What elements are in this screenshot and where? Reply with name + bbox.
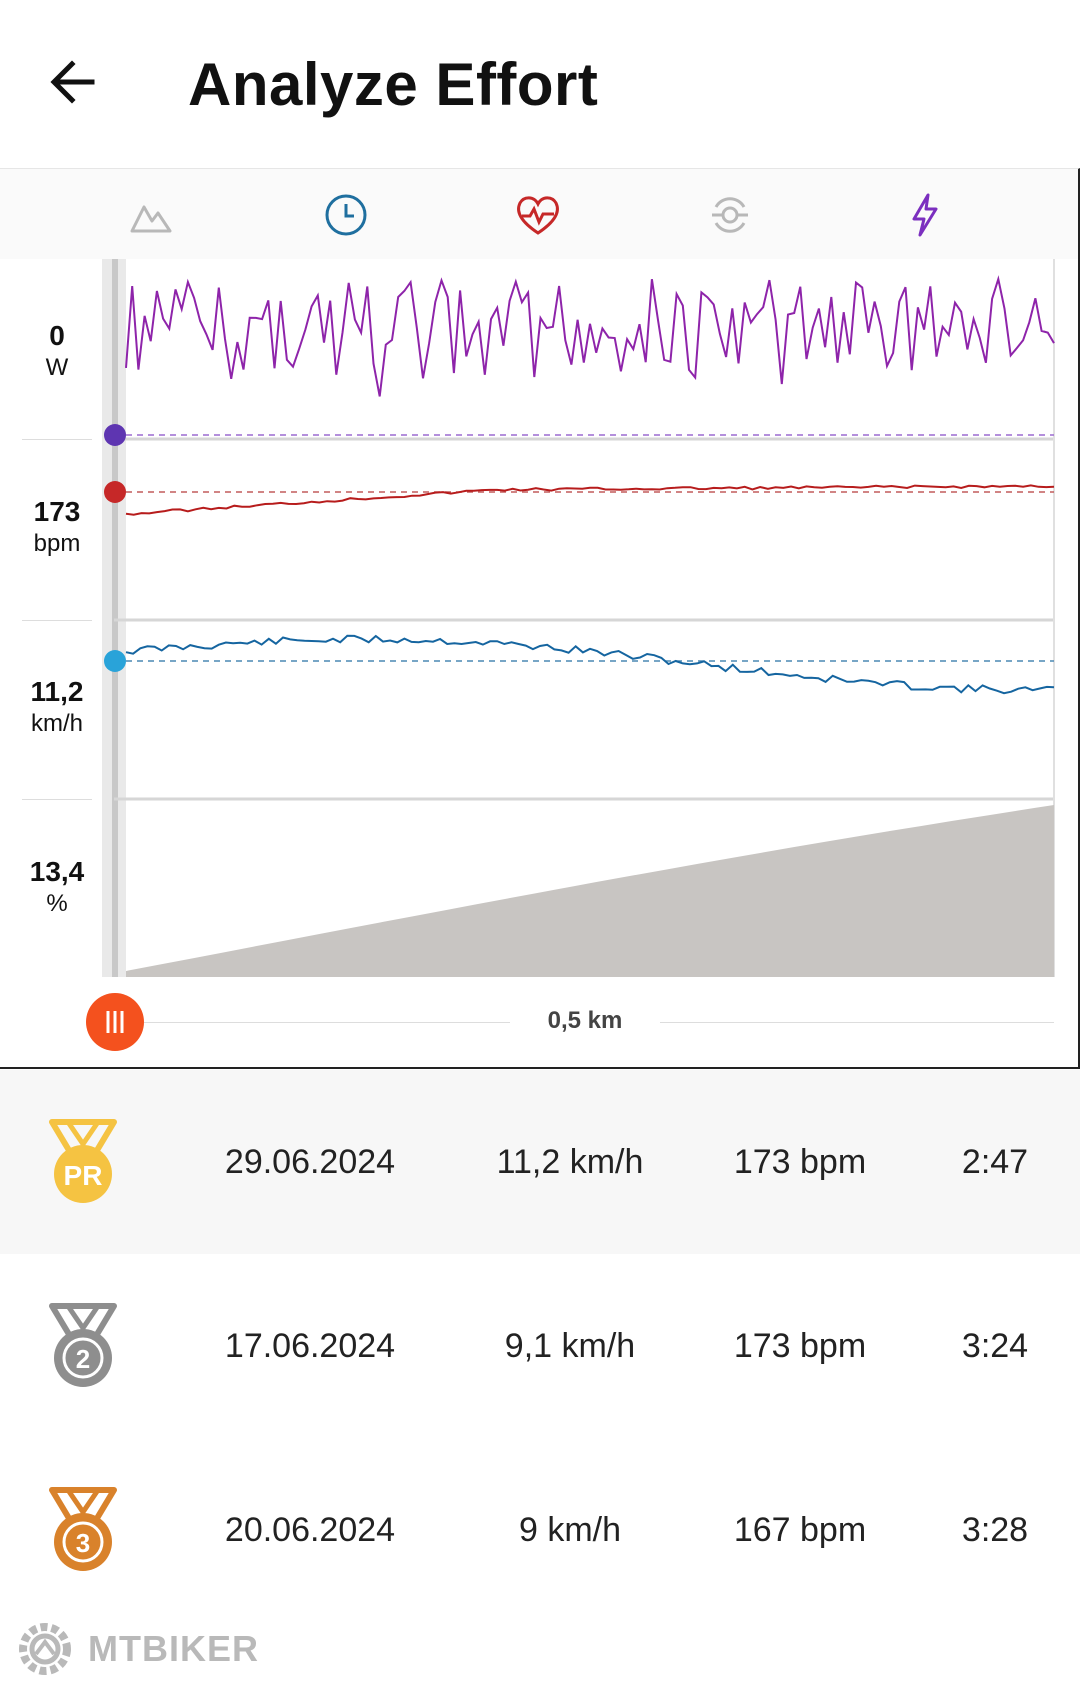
heart-rate-series-line bbox=[125, 484, 1055, 516]
scrub-track-right bbox=[660, 1022, 1054, 1023]
distance-label: 0,5 km bbox=[547, 1007, 623, 1034]
gradient-value: 13,4 bbox=[29, 856, 85, 887]
lightning-icon bbox=[912, 193, 938, 237]
effort-date: 17.06.2024 bbox=[224, 1327, 396, 1365]
tab-heart-rate[interactable] bbox=[510, 187, 566, 243]
watermark-text: MTBIKER bbox=[88, 1628, 259, 1669]
heart-rate-icon bbox=[517, 196, 559, 235]
scrub-track-left bbox=[144, 1022, 510, 1023]
tab-power[interactable] bbox=[896, 187, 952, 243]
speed-series-line bbox=[125, 634, 1055, 695]
heart-rate-value: 173 bbox=[33, 496, 81, 527]
clock-icon bbox=[325, 194, 367, 236]
divider bbox=[22, 620, 92, 621]
effort-row[interactable]: PR 29.06.2024 11,2 km/h 173 bpm 2:47 bbox=[0, 1070, 1080, 1254]
effort-heart-rate: 173 bpm bbox=[733, 1143, 867, 1181]
power-marker bbox=[104, 424, 126, 446]
speed-value: 11,2 bbox=[30, 676, 84, 707]
page-title: Analyze Effort bbox=[188, 51, 599, 118]
gradient-unit: % bbox=[46, 890, 68, 917]
metric-tabs bbox=[0, 168, 1080, 260]
divider bbox=[22, 799, 92, 800]
app-header: Analyze Effort bbox=[0, 0, 1080, 168]
heart-rate-marker bbox=[104, 481, 126, 503]
tab-elevation[interactable] bbox=[124, 187, 180, 243]
power-value-label: 0 W bbox=[0, 319, 114, 383]
gradient-value-label: 13,4 % bbox=[0, 855, 114, 919]
silver-medal-icon: 2 bbox=[49, 1303, 117, 1387]
effort-speed: 9 km/h bbox=[518, 1511, 622, 1549]
effort-row[interactable]: 2 17.06.2024 9,1 km/h 173 bpm 3:24 bbox=[0, 1254, 1080, 1438]
effort-chart: 0 W 173 bpm 11,2 km/h 13,4 % bbox=[0, 259, 1080, 977]
effort-date: 29.06.2024 bbox=[224, 1143, 396, 1181]
cadence-icon bbox=[712, 197, 748, 233]
medal-rank-text: 2 bbox=[76, 1344, 90, 1374]
power-series-line bbox=[125, 275, 1055, 397]
distance-scrubber: 0,5 km bbox=[0, 977, 1080, 1069]
bronze-medal-icon: 3 bbox=[49, 1487, 117, 1571]
medal-rank-text: PR bbox=[64, 1160, 103, 1191]
speed-marker bbox=[104, 650, 126, 672]
effort-speed: 9,1 km/h bbox=[504, 1327, 636, 1365]
effort-speed: 11,2 km/h bbox=[496, 1143, 644, 1181]
gold-medal-pr-icon: PR bbox=[49, 1119, 117, 1203]
power-value: 0 bbox=[49, 320, 65, 351]
effort-time: 2:47 bbox=[961, 1143, 1029, 1181]
heart-rate-value-label: 173 bpm bbox=[0, 495, 114, 559]
elevation-profile bbox=[126, 805, 1054, 977]
effort-row[interactable]: 3 20.06.2024 9 km/h 167 bpm 3:28 bbox=[0, 1438, 1080, 1622]
medal-rank-text: 3 bbox=[76, 1528, 90, 1558]
effort-date: 20.06.2024 bbox=[224, 1511, 396, 1549]
effort-time: 3:24 bbox=[961, 1327, 1029, 1365]
mountain-icon bbox=[130, 205, 172, 233]
effort-heart-rate: 167 bpm bbox=[733, 1511, 867, 1549]
effort-heart-rate: 173 bpm bbox=[733, 1327, 867, 1365]
tab-time[interactable] bbox=[318, 187, 374, 243]
speed-value-label: 11,2 km/h bbox=[0, 675, 114, 739]
effort-time: 3:28 bbox=[961, 1511, 1029, 1549]
heart-rate-unit: bpm bbox=[33, 530, 81, 557]
tab-cadence[interactable] bbox=[702, 187, 758, 243]
gear-logo-icon bbox=[19, 1623, 71, 1675]
scrub-handle[interactable] bbox=[86, 993, 144, 1051]
grip-icon bbox=[106, 1011, 124, 1033]
cursor-line[interactable] bbox=[112, 259, 118, 977]
arrow-left-icon bbox=[50, 60, 95, 104]
power-unit: W bbox=[45, 354, 69, 381]
speed-unit: km/h bbox=[30, 710, 83, 737]
chart-plot[interactable] bbox=[0, 259, 1078, 977]
back-button[interactable] bbox=[44, 52, 104, 112]
divider bbox=[22, 439, 92, 440]
